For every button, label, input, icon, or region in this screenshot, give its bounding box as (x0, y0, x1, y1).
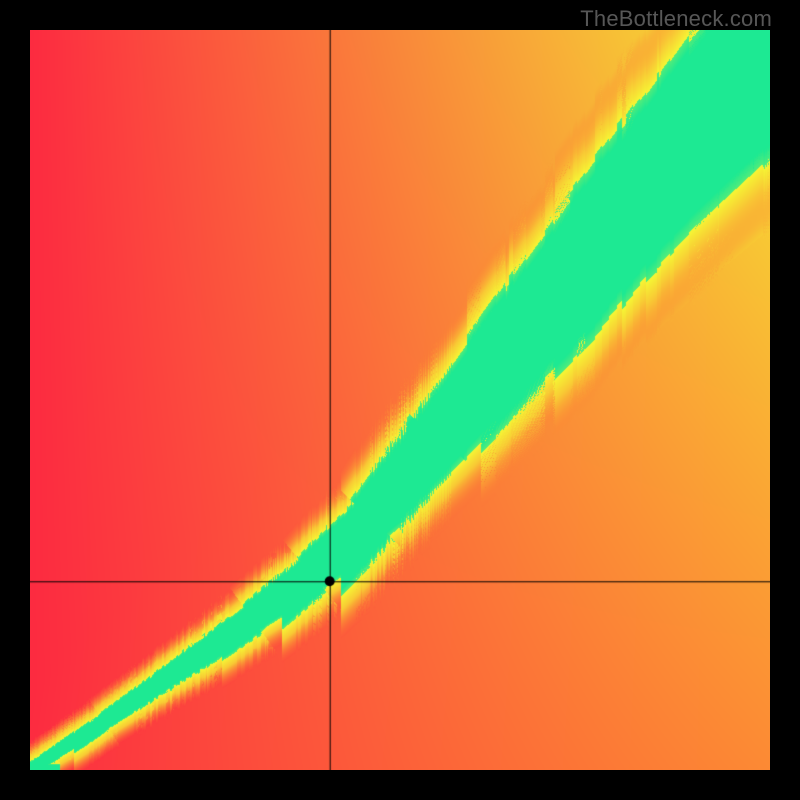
bottleneck-heatmap (30, 30, 770, 770)
watermark-text: TheBottleneck.com (580, 6, 772, 32)
figure-container: TheBottleneck.com (0, 0, 800, 800)
